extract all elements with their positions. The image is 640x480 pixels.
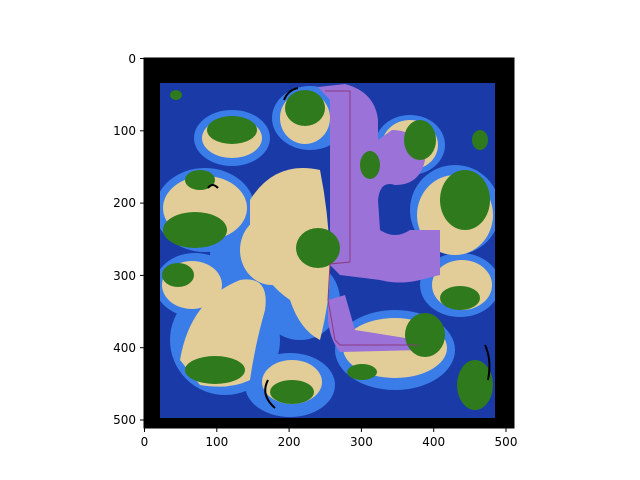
axes-frame bbox=[143, 57, 515, 429]
x-tick-label: 200 bbox=[278, 435, 301, 449]
x-axis bbox=[144, 428, 507, 432]
path-line bbox=[325, 90, 418, 346]
y-tick-label: 100 bbox=[113, 124, 136, 138]
y-tick-label: 400 bbox=[113, 341, 136, 355]
y-tick-label: 300 bbox=[113, 269, 136, 283]
x-tick-label: 400 bbox=[422, 435, 445, 449]
x-tick-label: 500 bbox=[495, 435, 518, 449]
shoreline bbox=[207, 87, 491, 409]
x-tick-label: 0 bbox=[141, 435, 149, 449]
y-tick-label: 500 bbox=[113, 413, 136, 427]
forest bbox=[162, 90, 493, 410]
y-tick-label: 0 bbox=[128, 52, 136, 66]
x-tick-label: 300 bbox=[350, 435, 373, 449]
x-tick-label: 100 bbox=[205, 435, 228, 449]
y-axis bbox=[140, 58, 144, 421]
y-tick-label: 200 bbox=[113, 196, 136, 210]
highlight-region bbox=[318, 84, 440, 352]
